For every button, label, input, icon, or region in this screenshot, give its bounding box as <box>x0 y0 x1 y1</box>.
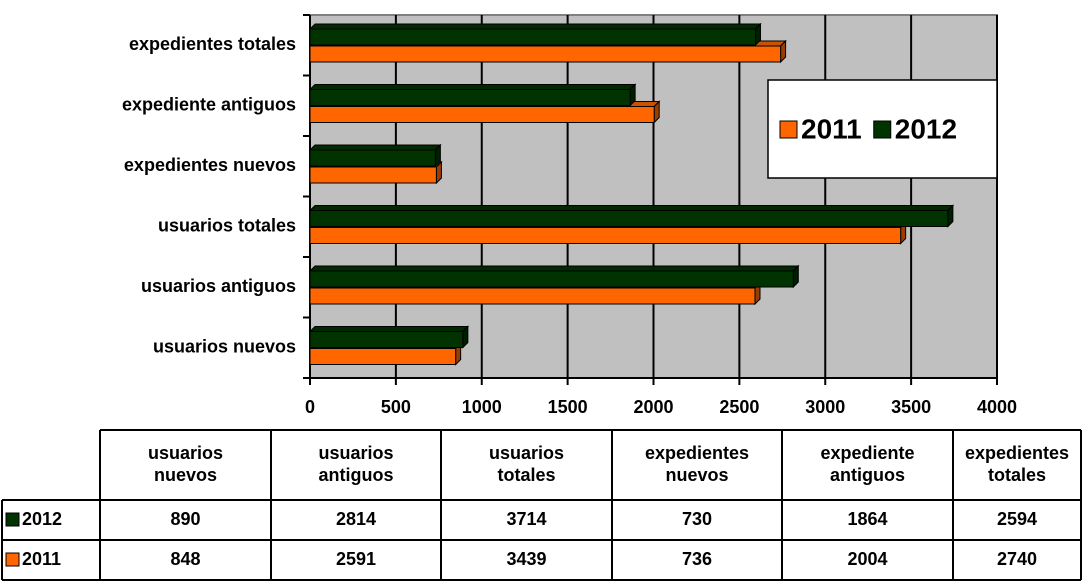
legend-swatch <box>873 120 892 139</box>
y-tick-label: usuarios totales <box>158 216 296 236</box>
table-cell: 2814 <box>336 509 376 529</box>
legend-label: 2011 <box>801 113 862 144</box>
x-tick-label: 3500 <box>891 397 931 417</box>
table-cell: 848 <box>170 549 200 569</box>
x-tick-label: 2500 <box>719 397 759 417</box>
bar <box>308 264 800 289</box>
table-header: usuarios antiguos <box>318 443 393 485</box>
bar-front <box>309 106 655 123</box>
table-header: expedientes nuevos <box>645 443 749 485</box>
legend-swatch <box>5 552 20 567</box>
bar <box>308 325 470 349</box>
bar-front <box>309 45 782 63</box>
bar-front <box>309 89 631 106</box>
table-cell: 890 <box>170 509 200 529</box>
x-tick-label: 2000 <box>633 397 673 417</box>
bar-front <box>309 149 436 167</box>
row-label: 2012 <box>22 509 62 529</box>
table-cell: 3439 <box>506 549 546 569</box>
bar <box>308 83 637 107</box>
table-cell: 2740 <box>997 549 1037 569</box>
legend-swatch <box>5 512 20 527</box>
table-header: expedientes totales <box>965 443 1069 485</box>
bar-front <box>309 166 437 184</box>
table-header: usuarios totales <box>489 443 564 485</box>
x-tick-label: 3000 <box>805 397 845 417</box>
bar-front <box>309 227 902 244</box>
x-tick-label: 1000 <box>462 397 502 417</box>
row-label: 2011 <box>22 549 61 569</box>
bar-front <box>309 331 464 348</box>
bar-top <box>308 326 470 332</box>
legend-swatch <box>779 120 798 139</box>
bar-top <box>308 205 955 211</box>
y-tick-label: expediente antiguos <box>122 95 296 115</box>
bar-front <box>309 348 457 365</box>
table-cell: 3714 <box>506 509 546 529</box>
table-header: usuarios nuevos <box>148 443 223 485</box>
bar-front <box>309 210 949 227</box>
table-cell: 2591 <box>336 549 376 569</box>
x-tick-label: 4000 <box>977 397 1017 417</box>
table-cell: 736 <box>682 549 712 569</box>
table-cell: 1864 <box>847 509 887 529</box>
table-cell: 730 <box>682 509 712 529</box>
bar <box>308 22 762 47</box>
bar-front <box>309 270 794 288</box>
bar-top <box>308 265 800 272</box>
x-tick-label: 0 <box>305 397 315 417</box>
table-header: expediente antiguos <box>820 443 914 485</box>
bar-top <box>308 84 637 90</box>
table-cell: 2004 <box>847 549 887 569</box>
bar-top <box>308 23 762 30</box>
table-cell: 2594 <box>997 509 1037 529</box>
y-tick-label: expedientes nuevos <box>124 155 296 175</box>
bar-front <box>309 28 757 46</box>
x-tick-label: 500 <box>381 397 411 417</box>
y-tick-label: usuarios nuevos <box>153 337 296 357</box>
legend-label: 2012 <box>895 113 957 144</box>
bar <box>308 204 955 228</box>
bar <box>308 143 442 168</box>
x-tick-label: 1500 <box>548 397 588 417</box>
y-tick-label: expedientes totales <box>129 34 296 54</box>
bar-top <box>308 144 442 151</box>
bar-front <box>309 287 756 305</box>
y-tick-label: usuarios antiguos <box>141 276 296 296</box>
